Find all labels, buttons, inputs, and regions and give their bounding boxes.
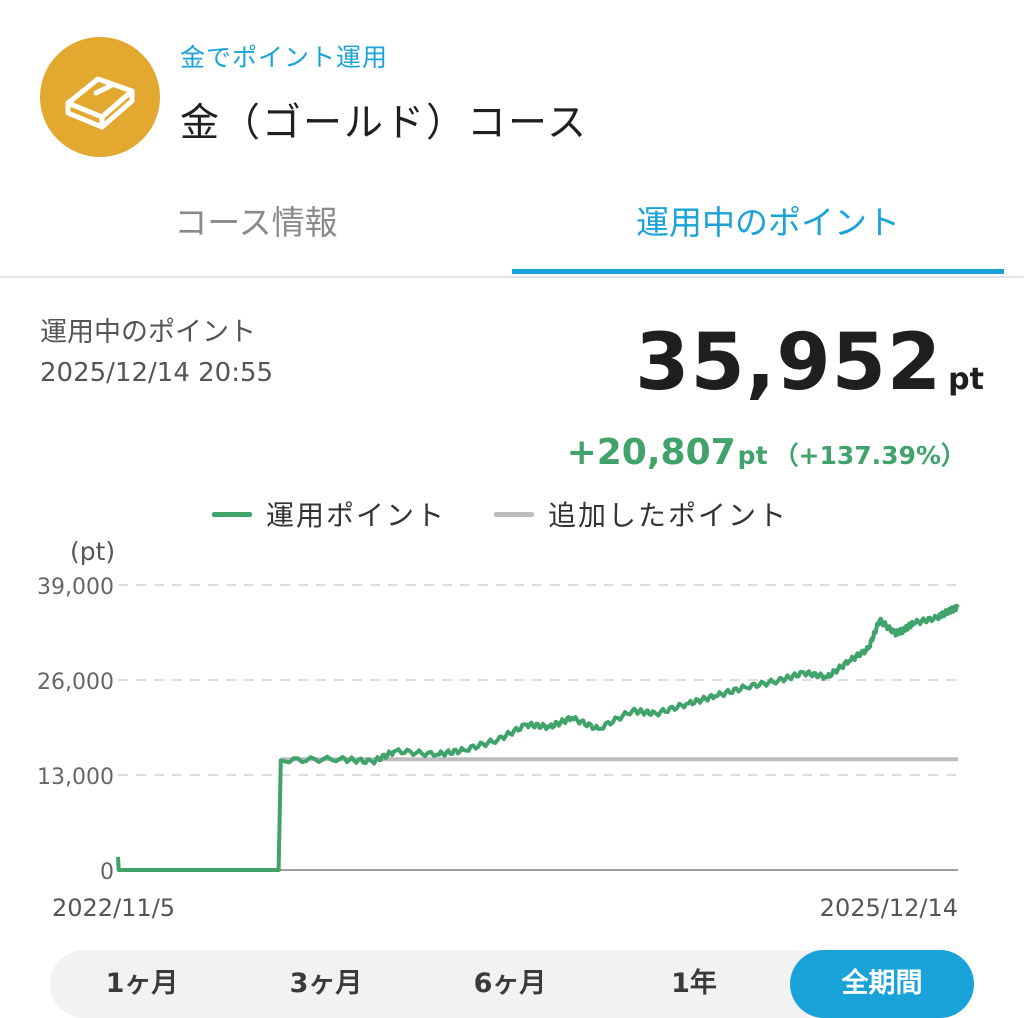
points-line-chart: (pt) 0 13,000 26,000 39,000 2022/11/5 2025/12/… — [37, 537, 960, 922]
chart-legend: 運用ポイント 追加したポイント — [0, 494, 1024, 534]
y-axis-unit-label: (pt) — [70, 537, 115, 566]
tab-invested-points[interactable]: 運用中のポイント — [636, 203, 900, 242]
tab-course-info[interactable]: コース情報 — [174, 203, 338, 242]
tab-bar: コース情報 運用中のポイント — [0, 185, 1024, 278]
course-header: 金でポイント運用 金（ゴールド）コース — [0, 0, 1024, 180]
total-points-value: 35,952 — [635, 318, 943, 408]
legend-swatch-added — [494, 511, 534, 517]
x-axis-start-label: 2022/11/5 — [52, 894, 175, 922]
active-tab-indicator — [512, 269, 1004, 274]
page-title: 金（ゴールド）コース — [180, 101, 589, 146]
course-subtitle: 金でポイント運用 — [180, 43, 389, 72]
range-all-button[interactable]: 全期間 — [790, 950, 974, 1018]
legend-label-added: 追加したポイント — [548, 499, 789, 532]
gain-value: +20,807 — [566, 432, 736, 473]
range-1-year-button[interactable]: 1年 — [671, 968, 717, 999]
total-points-unit: pt — [948, 362, 984, 397]
gain-percent: （+137.39%） — [773, 441, 966, 470]
y-tick-label: 13,000 — [37, 765, 114, 790]
gain-unit: pt — [737, 441, 768, 470]
total-points: 35,952 pt — [635, 318, 984, 408]
y-tick-label: 26,000 — [37, 670, 114, 695]
gold-bar-icon — [40, 37, 160, 157]
legend-item-invested: 運用ポイント — [212, 494, 446, 534]
invested-points-line — [116, 603, 960, 872]
range-selector: 1ヶ月 3ヶ月 6ヶ月 1年 全期間 — [50, 950, 974, 1018]
summary-label: 運用中のポイント — [40, 317, 256, 348]
range-1-month-button[interactable]: 1ヶ月 — [105, 968, 179, 999]
x-axis-end-label: 2025/12/14 — [820, 894, 958, 922]
range-6-month-button[interactable]: 6ヶ月 — [473, 968, 547, 999]
range-3-month-button[interactable]: 3ヶ月 — [289, 968, 363, 999]
y-tick-label: 39,000 — [37, 575, 114, 600]
legend-label-invested: 運用ポイント — [266, 499, 447, 532]
legend-swatch-invested — [212, 511, 252, 517]
y-tick-label: 0 — [100, 860, 114, 885]
gain-display: +20,807pt （+137.39%） — [567, 432, 966, 473]
summary-timestamp: 2025/12/14 20:55 — [40, 358, 274, 388]
legend-item-added: 追加したポイント — [494, 494, 788, 534]
